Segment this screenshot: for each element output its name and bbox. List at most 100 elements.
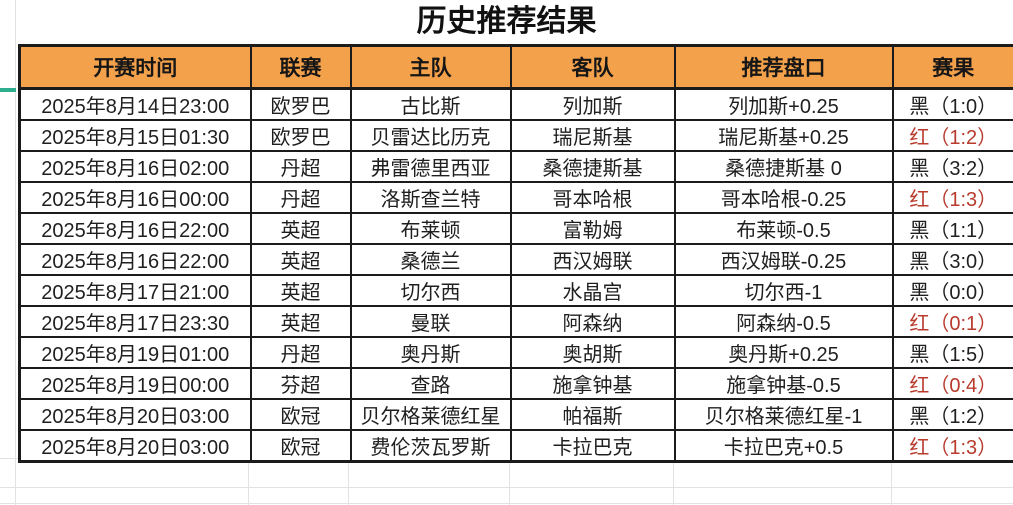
cell-away-team[interactable]: 富勒姆 [509,212,676,245]
cell-league[interactable]: 欧罗巴 [249,119,352,152]
cell-time[interactable]: 2025年8月20日03:00 [18,398,252,431]
header-row: 开赛时间 联赛 主队 客队 推荐盘口 赛果 [18,44,1013,90]
cell-handicap[interactable]: 哥本哈根-0.25 [673,181,894,214]
cell-away-team[interactable]: 西汉姆联 [509,243,676,276]
header-result[interactable]: 赛果 [891,44,1013,90]
cell-time[interactable]: 2025年8月17日23:30 [18,305,252,338]
cell-away-team[interactable]: 桑德捷斯基 [509,150,676,183]
cell-league[interactable]: 英超 [249,274,352,307]
cell-away-team[interactable]: 施拿钟基 [509,367,676,400]
cell-home-team[interactable]: 古比斯 [349,87,512,121]
grid-line-vertical [891,430,892,505]
grid-line-vertical [348,430,349,505]
cell-result[interactable]: 红（1:3） [891,429,1013,463]
cell-league[interactable]: 欧冠 [249,398,352,431]
cell-time[interactable]: 2025年8月20日03:00 [18,429,252,463]
header-home-team[interactable]: 主队 [349,44,512,90]
table-row: 2025年8月15日01:30 欧罗巴 贝雷达比历克 瑞尼斯基 瑞尼斯基+0.25 红（1… [18,119,1013,152]
cell-home-team[interactable]: 曼联 [349,305,512,338]
table-row: 2025年8月19日01:00 丹超 奥丹斯 奥胡斯 奥丹斯+0.25 黑（1:5） [18,336,1013,369]
table-row: 2025年8月19日00:00 芬超 查路 施拿钟基 施拿钟基-0.5 红（0:4） [18,367,1013,400]
table-row: 2025年8月20日03:00 欧冠 贝尔格莱德红星 帕福斯 贝尔格莱德红星-1 黑（1:… [18,398,1013,431]
cell-away-team[interactable]: 帕福斯 [509,398,676,431]
cell-handicap[interactable]: 布莱顿-0.5 [673,212,894,245]
cell-home-team[interactable]: 贝雷达比历克 [349,119,512,152]
cell-result[interactable]: 黑（0:0） [891,274,1013,307]
cell-handicap[interactable]: 阿森纳-0.5 [673,305,894,338]
cell-time[interactable]: 2025年8月19日01:00 [18,336,252,369]
cell-away-team[interactable]: 水晶宫 [509,274,676,307]
cell-result[interactable]: 黑（3:0） [891,243,1013,276]
cell-home-team[interactable]: 布莱顿 [349,212,512,245]
cell-home-team[interactable]: 弗雷德里西亚 [349,150,512,183]
cell-handicap[interactable]: 奥丹斯+0.25 [673,336,894,369]
table-row: 2025年8月16日22:00 英超 布莱顿 富勒姆 布莱顿-0.5 黑（1:1） [18,212,1013,245]
header-handicap[interactable]: 推荐盘口 [673,44,894,90]
grid-line-vertical [509,430,510,505]
cell-league[interactable]: 英超 [249,305,352,338]
cell-handicap[interactable]: 卡拉巴克+0.5 [673,429,894,463]
results-table: 开赛时间 联赛 主队 客队 推荐盘口 赛果 2025年8月14日23:00 欧罗巴… [18,44,1013,463]
cell-away-team[interactable]: 哥本哈根 [509,181,676,214]
cell-league[interactable]: 芬超 [249,367,352,400]
table-row: 2025年8月16日00:00 丹超 洛斯查兰特 哥本哈根 哥本哈根-0.25 红（1:3… [18,181,1013,214]
cell-result[interactable]: 黑（3:2） [891,150,1013,183]
cell-result[interactable]: 黑（1:5） [891,336,1013,369]
cell-league[interactable]: 欧冠 [249,429,352,463]
cell-home-team[interactable]: 奥丹斯 [349,336,512,369]
grid-line-horizontal [0,487,1013,488]
grid-line-horizontal [0,503,1013,504]
cell-league[interactable]: 英超 [249,243,352,276]
cell-result[interactable]: 黑（1:2） [891,398,1013,431]
cell-time[interactable]: 2025年8月17日21:00 [18,274,252,307]
cell-time[interactable]: 2025年8月19日00:00 [18,367,252,400]
cell-handicap[interactable]: 西汉姆联-0.25 [673,243,894,276]
cell-league[interactable]: 丹超 [249,181,352,214]
cell-time[interactable]: 2025年8月16日02:00 [18,150,252,183]
cell-league[interactable]: 欧罗巴 [249,87,352,121]
header-start-time[interactable]: 开赛时间 [18,44,252,90]
table-row: 2025年8月14日23:00 欧罗巴 古比斯 列加斯 列加斯+0.25 黑（1:0） [18,87,1013,121]
cell-result[interactable]: 红（1:2） [891,119,1013,152]
cell-league[interactable]: 丹超 [249,150,352,183]
cell-handicap[interactable]: 贝尔格莱德红星-1 [673,398,894,431]
cell-result[interactable]: 黑（1:0） [891,87,1013,121]
cell-home-team[interactable]: 费伦茨瓦罗斯 [349,429,512,463]
cell-away-team[interactable]: 卡拉巴克 [509,429,676,463]
cell-home-team[interactable]: 贝尔格莱德红星 [349,398,512,431]
header-league[interactable]: 联赛 [249,44,352,90]
cell-result[interactable]: 红（0:1） [891,305,1013,338]
cell-home-team[interactable]: 洛斯查兰特 [349,181,512,214]
cell-handicap[interactable]: 桑德捷斯基 0 [673,150,894,183]
cell-time[interactable]: 2025年8月14日23:00 [18,87,252,121]
cell-handicap[interactable]: 列加斯+0.25 [673,87,894,121]
cell-home-team[interactable]: 查路 [349,367,512,400]
table-row: 2025年8月17日23:30 英超 曼联 阿森纳 阿森纳-0.5 红（0:1） [18,305,1013,338]
cell-result[interactable]: 红（1:3） [891,181,1013,214]
cell-handicap[interactable]: 瑞尼斯基+0.25 [673,119,894,152]
cell-result[interactable]: 黑（1:1） [891,212,1013,245]
cell-league[interactable]: 英超 [249,212,352,245]
cell-away-team[interactable]: 列加斯 [509,87,676,121]
header-away-team[interactable]: 客队 [509,44,676,90]
cell-home-team[interactable]: 桑德兰 [349,243,512,276]
table-row: 2025年8月16日02:00 丹超 弗雷德里西亚 桑德捷斯基 桑德捷斯基 0 黑（3:2… [18,150,1013,183]
cell-result[interactable]: 红（0:4） [891,367,1013,400]
cell-time[interactable]: 2025年8月16日22:00 [18,243,252,276]
cell-away-team[interactable]: 奥胡斯 [509,336,676,369]
grid-line-vertical [15,0,16,505]
results-table-body: 2025年8月14日23:00 欧罗巴 古比斯 列加斯 列加斯+0.25 黑（1:0） 20… [18,87,1013,463]
cell-league[interactable]: 丹超 [249,336,352,369]
cell-handicap[interactable]: 施拿钟基-0.5 [673,367,894,400]
cell-away-team[interactable]: 阿森纳 [509,305,676,338]
grid-line-vertical [248,430,249,505]
table-row: 2025年8月20日03:00 欧冠 费伦茨瓦罗斯 卡拉巴克 卡拉巴克+0.5 红（1:3… [18,429,1013,463]
cell-home-team[interactable]: 切尔西 [349,274,512,307]
cell-handicap[interactable]: 切尔西-1 [673,274,894,307]
cell-time[interactable]: 2025年8月16日00:00 [18,181,252,214]
cell-time[interactable]: 2025年8月16日22:00 [18,212,252,245]
grid-line-vertical [673,430,674,505]
cell-time[interactable]: 2025年8月15日01:30 [18,119,252,152]
cell-away-team[interactable]: 瑞尼斯基 [509,119,676,152]
